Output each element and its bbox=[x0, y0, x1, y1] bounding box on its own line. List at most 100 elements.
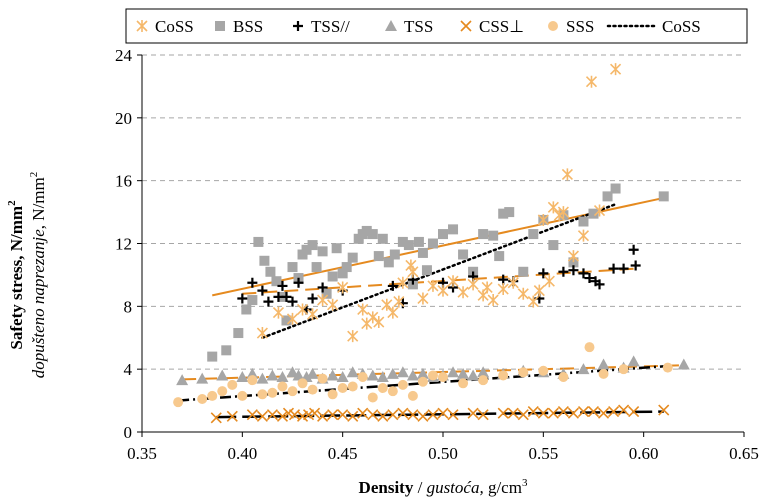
point-4-27 bbox=[457, 367, 470, 379]
legend-label-6: SSS bbox=[566, 17, 594, 36]
point-2-39 bbox=[427, 238, 438, 249]
point-3-20 bbox=[498, 274, 509, 285]
legend-swatch-3 bbox=[293, 21, 303, 31]
point-3-26 bbox=[578, 268, 589, 279]
point-5-27 bbox=[477, 409, 489, 421]
point-5-16 bbox=[357, 407, 369, 419]
point-3-33 bbox=[630, 260, 641, 271]
point-1-7 bbox=[327, 298, 339, 311]
point-1-44 bbox=[610, 63, 622, 76]
point-5-33 bbox=[547, 407, 559, 419]
point-3-30 bbox=[608, 263, 619, 274]
point-4-16 bbox=[346, 366, 359, 378]
point-6-18 bbox=[357, 372, 368, 383]
point-6-12 bbox=[297, 378, 308, 389]
point-4-5 bbox=[246, 367, 259, 379]
point-1-39 bbox=[561, 168, 573, 181]
point-1-16 bbox=[393, 295, 405, 308]
legend-item-1: CoSS bbox=[136, 17, 194, 36]
point-2-29 bbox=[373, 251, 384, 262]
x-tick-label-0.35: 0.35 bbox=[127, 444, 157, 463]
point-4-23 bbox=[416, 367, 429, 379]
point-2-38 bbox=[421, 265, 432, 276]
point-3-32 bbox=[628, 244, 639, 255]
point-6-36 bbox=[662, 362, 673, 373]
point-6-10 bbox=[277, 381, 288, 392]
point-2-32 bbox=[389, 249, 400, 260]
y-tick-label-12: 12 bbox=[115, 235, 132, 254]
point-6-24 bbox=[417, 376, 428, 387]
point-1-6 bbox=[317, 294, 329, 307]
x-tick-label-0.65: 0.65 bbox=[729, 444, 759, 463]
trendline-3 bbox=[242, 267, 636, 295]
point-1-15 bbox=[387, 306, 399, 319]
point-1-33 bbox=[533, 284, 545, 297]
point-4-28 bbox=[467, 369, 480, 381]
point-3-4 bbox=[263, 296, 274, 307]
point-2-49 bbox=[518, 266, 529, 277]
y-axis-label-line1: Safety stress, N/mm2 bbox=[6, 200, 26, 350]
point-5-38 bbox=[597, 407, 610, 419]
point-2-2 bbox=[221, 345, 232, 356]
point-4-1 bbox=[176, 374, 189, 386]
legend-swatch-6 bbox=[548, 21, 558, 31]
point-1-14 bbox=[381, 298, 393, 311]
legend-item-3: TSS// bbox=[293, 17, 350, 36]
point-1-28 bbox=[487, 294, 499, 307]
point-5-21 bbox=[407, 409, 419, 421]
point-1-43 bbox=[593, 204, 606, 217]
point-3-1 bbox=[237, 293, 248, 304]
point-1-34 bbox=[537, 213, 549, 226]
point-2-34 bbox=[403, 240, 414, 251]
point-5-29 bbox=[507, 407, 519, 419]
point-2-54 bbox=[568, 257, 579, 268]
point-2-15 bbox=[301, 244, 312, 255]
point-4-4 bbox=[236, 371, 249, 383]
legend-swatch-1 bbox=[136, 20, 148, 32]
point-1-35 bbox=[543, 275, 555, 288]
point-2-44 bbox=[478, 229, 489, 240]
point-1-40 bbox=[567, 250, 579, 263]
point-1-42 bbox=[585, 75, 598, 88]
point-2-5 bbox=[247, 295, 258, 306]
legend-item-2: BSS bbox=[215, 17, 263, 36]
point-3-3 bbox=[257, 285, 268, 296]
point-3-8 bbox=[287, 296, 298, 307]
point-5-37 bbox=[587, 406, 600, 418]
point-1-38 bbox=[557, 206, 569, 219]
point-4-3 bbox=[216, 369, 229, 381]
point-2-7 bbox=[259, 255, 270, 266]
point-1-32 bbox=[527, 295, 539, 308]
point-3-11 bbox=[307, 293, 318, 304]
point-2-6 bbox=[253, 236, 264, 247]
point-6-29 bbox=[498, 370, 509, 381]
point-4-26 bbox=[447, 366, 460, 378]
point-1-10 bbox=[357, 303, 369, 316]
point-6-8 bbox=[257, 389, 268, 400]
point-5-26 bbox=[467, 407, 479, 419]
point-3-27 bbox=[584, 273, 595, 284]
y-tick-label-8: 8 bbox=[124, 297, 133, 316]
point-5-22 bbox=[417, 410, 429, 422]
series-5 bbox=[210, 404, 670, 424]
point-2-12 bbox=[287, 262, 298, 273]
point-2-11 bbox=[281, 315, 292, 326]
x-tick-label-0.45: 0.45 bbox=[328, 444, 358, 463]
point-1-22 bbox=[437, 284, 449, 297]
point-6-7 bbox=[247, 375, 258, 386]
point-1-13 bbox=[373, 316, 385, 329]
point-5-20 bbox=[397, 407, 409, 419]
legend-label-4: TSS bbox=[404, 17, 433, 36]
point-6-27 bbox=[458, 378, 469, 389]
point-4-21 bbox=[396, 366, 409, 378]
point-1-29 bbox=[497, 283, 509, 296]
point-6-5 bbox=[227, 379, 238, 390]
point-3-12 bbox=[317, 282, 328, 293]
point-4-22 bbox=[406, 369, 419, 381]
legend-item-7: CoSS bbox=[606, 17, 701, 36]
point-6-35 bbox=[618, 364, 629, 375]
point-4-34 bbox=[577, 363, 590, 375]
point-3-9 bbox=[293, 277, 304, 288]
x-tick-label-0.60: 0.60 bbox=[629, 444, 659, 463]
legend: CoSS BSS TSS// TSS CSS⊥ SSS CoSS bbox=[125, 8, 748, 44]
